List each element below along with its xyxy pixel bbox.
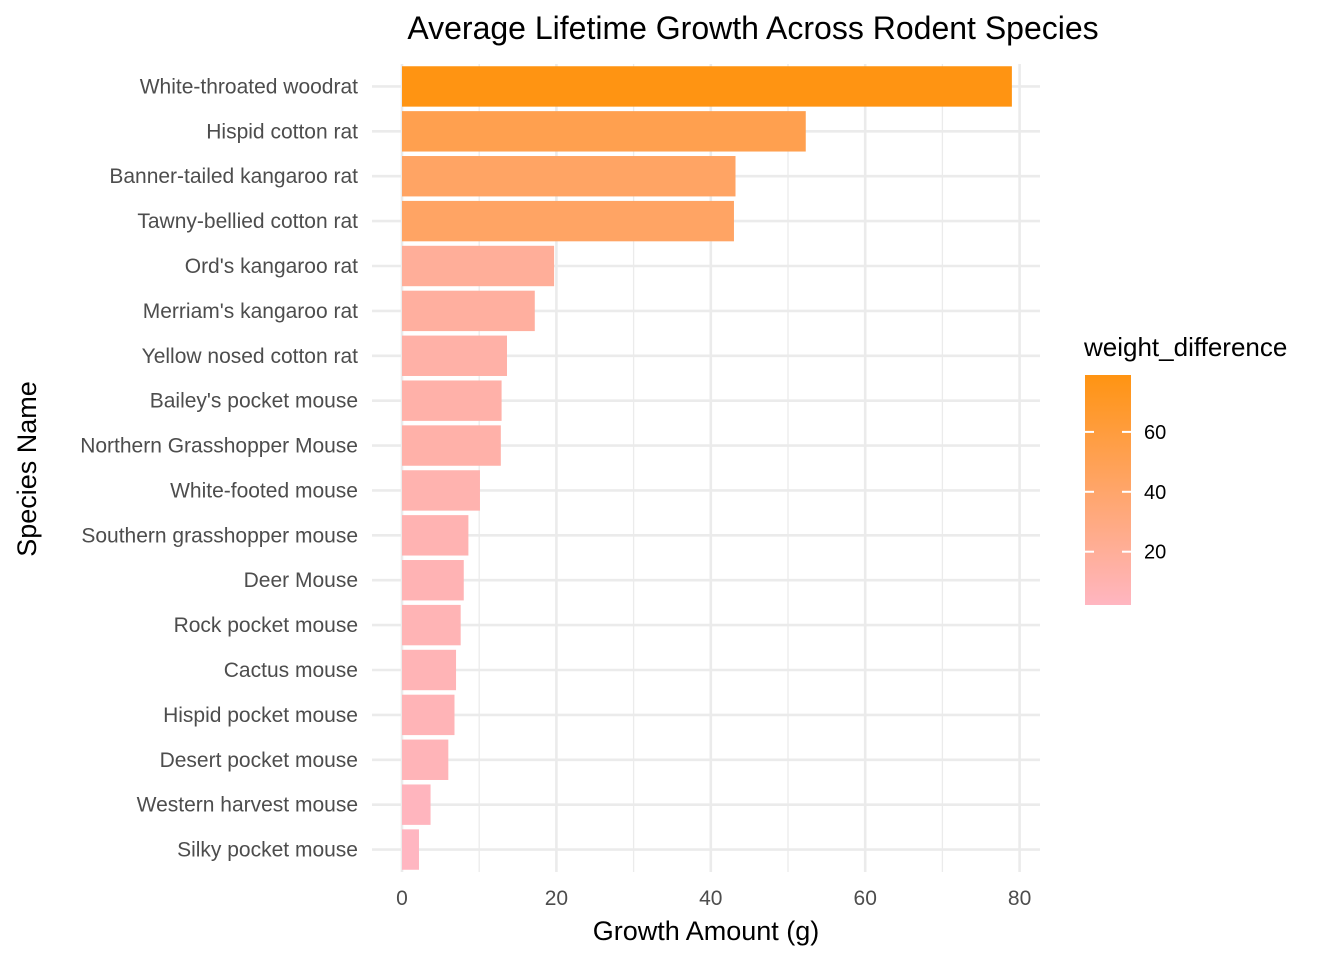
x-tick-label: 40 — [699, 887, 722, 910]
y-tick-label: Hispid pocket mouse — [163, 704, 358, 727]
y-tick-label: Merriam's kangaroo rat — [143, 300, 358, 323]
y-tick-label: Tawny-bellied cotton rat — [137, 210, 358, 233]
legend-tick-label: 60 — [1144, 422, 1166, 444]
y-tick-label: White-footed mouse — [170, 479, 358, 502]
bar — [402, 470, 480, 511]
bar — [402, 560, 464, 601]
bar — [402, 66, 1012, 107]
x-tick-label: 0 — [396, 887, 408, 910]
y-tick-label: Ord's kangaroo rat — [185, 255, 358, 278]
y-tick-label: Western harvest mouse — [137, 794, 358, 817]
chart-title: Average Lifetime Growth Across Rodent Sp… — [407, 10, 1098, 46]
legend-title: weight_difference — [1083, 332, 1287, 362]
bar — [402, 200, 734, 242]
bar — [402, 515, 469, 556]
x-axis-tick-labels: 0 20 40 60 80 — [396, 887, 1031, 910]
x-axis-title: Growth Amount (g) — [593, 916, 820, 946]
bar — [402, 784, 431, 825]
bar — [402, 156, 736, 197]
x-tick-label: 60 — [854, 887, 877, 910]
bar — [402, 290, 535, 332]
y-axis-tick-labels: White-throated woodrat Hispid cotton rat B… — [80, 75, 358, 861]
bar — [402, 335, 507, 376]
y-tick-label: Banner-tailed kangaroo rat — [109, 165, 358, 188]
bar — [402, 380, 502, 421]
legend-tick-labels: 20 40 60 — [1085, 422, 1166, 564]
y-tick-label: Hispid cotton rat — [206, 120, 358, 143]
y-tick-label: Northern Grasshopper Mouse — [80, 435, 358, 458]
bars — [402, 66, 1012, 870]
y-tick-label: Desert pocket mouse — [160, 749, 358, 772]
y-tick-label: Deer Mouse — [244, 569, 358, 592]
x-tick-label: 80 — [1008, 887, 1031, 910]
bar — [402, 694, 455, 736]
y-tick-label: Bailey's pocket mouse — [150, 390, 358, 413]
y-tick-label: White-throated woodrat — [140, 75, 358, 98]
bar — [402, 739, 449, 780]
legend-tick-label: 40 — [1144, 482, 1166, 504]
y-tick-label: Cactus mouse — [224, 659, 358, 682]
y-tick-label: Rock pocket mouse — [174, 614, 358, 637]
bar — [402, 604, 461, 646]
legend-colorbar — [1085, 375, 1131, 605]
bar — [402, 245, 555, 287]
bar — [402, 649, 457, 691]
y-tick-label: Silky pocket mouse — [177, 839, 358, 862]
legend-tick-label: 20 — [1144, 542, 1166, 564]
color-legend: weight_difference 20 40 60 — [1083, 332, 1287, 605]
y-axis-title: Species Name — [12, 381, 42, 557]
bar — [402, 829, 419, 870]
y-tick-label: Southern grasshopper mouse — [81, 524, 358, 547]
y-tick-label: Yellow nosed cotton rat — [142, 345, 359, 368]
bar — [402, 111, 806, 152]
x-tick-label: 20 — [545, 887, 568, 910]
bar — [402, 425, 501, 466]
